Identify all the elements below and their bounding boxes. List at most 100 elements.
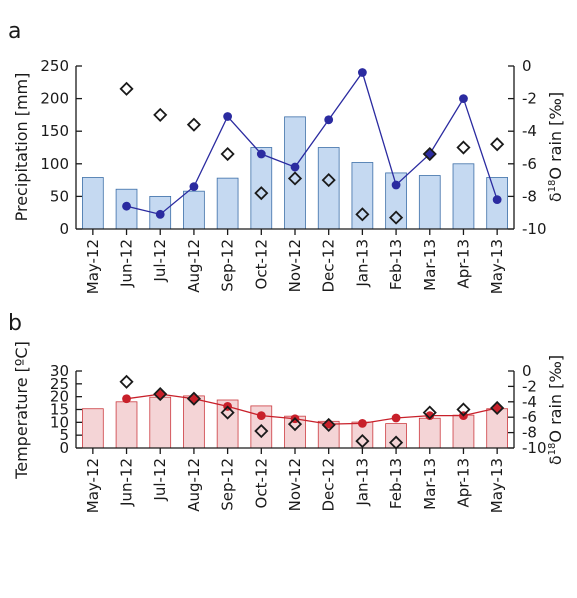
diamond-marker: [186, 117, 201, 132]
y-axis-label-right-superscript: 18: [547, 180, 558, 193]
y-tick-label-left: 250: [40, 57, 69, 75]
diamond-marker: [119, 81, 134, 96]
diamond-marker: [254, 186, 269, 201]
x-tick-label: Mar-13: [421, 458, 439, 510]
y-tick-label-right: -6: [522, 155, 537, 173]
diamond-marker: [287, 417, 303, 432]
y-tick-label-left: 25: [50, 375, 69, 393]
diamond-marker: [153, 387, 168, 402]
isotope-point: [324, 115, 334, 125]
y-axis-label-right-superscript: 18: [547, 443, 558, 456]
diamond-marker: [422, 405, 437, 420]
y-tick-label-left: 0: [59, 439, 69, 457]
diamond-marker: [220, 405, 235, 420]
diamond-marker: [321, 417, 336, 432]
x-tick-label: Jul-12: [151, 458, 169, 502]
panel-label-a: a: [8, 19, 21, 44]
isotope-point: [492, 403, 502, 413]
x-tick-label: Mar-13: [421, 239, 439, 291]
y-axis-label-left: Precipitation [mm]: [12, 73, 31, 222]
bar: [183, 190, 205, 230]
y-tick-label-left: 150: [40, 122, 69, 140]
y-axis-label-right: δ18O rain [‰]: [546, 355, 565, 465]
diamond-marker: [321, 173, 336, 188]
x-tick-label: Oct-12: [252, 239, 270, 289]
y-tick-label-left: 50: [50, 187, 69, 205]
isotope-point: [122, 201, 131, 211]
y-tick-label-right: -10: [522, 439, 547, 457]
bar: [452, 414, 475, 449]
y-tick-label-left: 5: [59, 426, 69, 444]
isotope-point: [256, 411, 266, 421]
isotope-point: [391, 180, 401, 190]
x-tick-label: Apr-13: [454, 458, 472, 508]
bar: [452, 163, 475, 230]
y-tick-label-left: 15: [50, 401, 69, 419]
diamond-marker: [186, 391, 201, 406]
x-tick-label: Dec-12: [320, 239, 338, 293]
bar: [115, 401, 138, 449]
x-tick-label: Nov-12: [286, 458, 304, 511]
y-tick-label-left: 10: [50, 413, 69, 431]
x-tick-label: Sep-12: [219, 458, 237, 511]
diamond-marker: [153, 107, 168, 122]
x-tick-label: Jun-12: [118, 239, 136, 288]
diamond-marker: [287, 171, 303, 186]
bar: [149, 396, 172, 449]
y-axis-label-right-rest: O rain [‰]: [546, 355, 565, 443]
y-tick-label-left: 20: [50, 388, 69, 406]
isotope-point: [459, 94, 468, 103]
y-tick-label-left: 200: [40, 90, 69, 108]
y-tick-label-right: 0: [522, 362, 532, 380]
isotope-point: [189, 182, 199, 192]
y-tick-label-right: -8: [522, 424, 537, 442]
x-tick-label: Feb-13: [387, 239, 405, 290]
diamond-marker: [254, 423, 269, 439]
x-tick-label: May-12: [84, 458, 102, 513]
bar: [418, 417, 441, 449]
x-tick-label: Jan-13: [353, 239, 371, 288]
panel-label-b: b: [8, 311, 22, 336]
isotope-point: [425, 411, 435, 421]
diamond-marker: [389, 435, 404, 450]
diamond-marker: [355, 207, 370, 222]
y-tick-label-right: -2: [522, 377, 537, 395]
isotope-point: [155, 209, 165, 219]
diamond-marker: [456, 140, 471, 155]
y-tick-label-right: -2: [522, 90, 537, 108]
diamond-marker: [490, 400, 505, 416]
bar: [82, 408, 104, 449]
diamond-marker: [355, 433, 370, 449]
y-tick-label-right: -4: [522, 393, 537, 411]
isotope-point: [425, 149, 435, 159]
isotope-point: [391, 413, 401, 423]
y-axis-label-right-rest: O rain [‰]: [546, 92, 565, 180]
diamond-marker: [456, 402, 471, 417]
isotope-point: [155, 389, 165, 399]
y-tick-label-left: 100: [40, 155, 69, 173]
chart-panel-a: a Precipitation [mm] δ18O rain [‰] 0 50 10…: [8, 19, 565, 294]
diamond-marker: [119, 374, 134, 389]
diamond-marker: [220, 146, 235, 162]
isotope-point: [223, 112, 233, 121]
bar: [82, 177, 104, 230]
x-tick-label: Jun-12: [118, 458, 136, 507]
y-tick-label-right: 0: [522, 57, 532, 75]
x-tick-label: Dec-12: [320, 458, 338, 512]
x-tick-label: Feb-13: [387, 458, 405, 509]
y-axis-label-left: Temperature [ºC]: [12, 341, 31, 480]
isotope-point: [256, 149, 266, 159]
y-tick-label-left: 0: [59, 220, 69, 238]
x-tick-label: Aug-12: [185, 239, 203, 293]
x-tick-label: Apr-13: [454, 239, 472, 289]
x-tick-label: Jan-13: [353, 458, 371, 507]
isotope-line: [126, 71, 498, 216]
y-tick-label-right: -4: [522, 122, 537, 140]
x-tick-label: Sep-12: [219, 239, 237, 292]
diamond-marker: [422, 146, 437, 162]
diamond-marker: [389, 210, 404, 225]
y-tick-label-right: -10: [522, 220, 547, 238]
isotope-point: [189, 394, 199, 404]
